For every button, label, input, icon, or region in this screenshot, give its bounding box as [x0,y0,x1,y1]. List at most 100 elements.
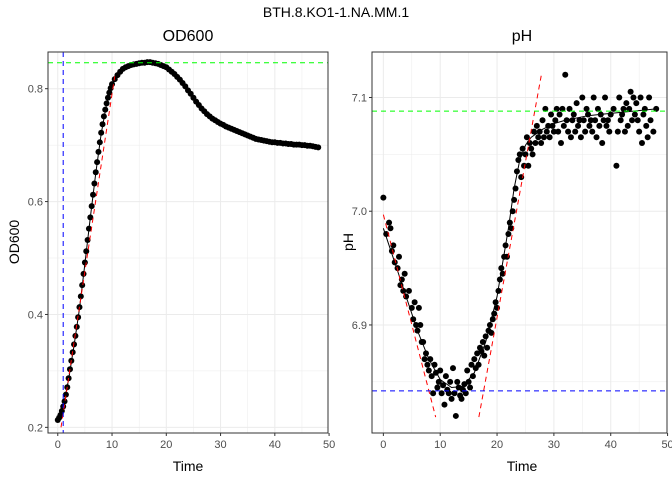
ph-data-point [435,378,442,385]
ph-data-point [428,373,435,380]
od600-x-tick-label: 10 [106,439,118,451]
ph-data-point [448,395,455,402]
ph-data-point [592,117,599,124]
od600-x-tick-label: 30 [214,439,226,451]
ph-data-point [411,299,418,306]
ph-data-point [559,105,566,112]
ph-data-point [449,365,456,372]
ph-data-point [452,412,459,419]
ph-data-point [451,390,458,397]
ph-data-point [421,356,428,363]
ph-data-point [380,194,387,201]
ph-data-point [481,352,488,359]
ph-data-point [590,94,597,101]
ph-data-point [430,390,437,397]
ph-data-point [596,122,603,129]
ph-data-point [556,111,563,118]
ph-x-tick-label: 40 [605,439,617,451]
ph-data-point [621,128,628,135]
ph-data-point [471,356,478,363]
ph-data-point [566,105,573,112]
ph-data-point [437,367,444,374]
ph-data-point [552,117,559,124]
ph-data-point [567,134,574,141]
ph-data-point [445,390,452,397]
ph-data-point [464,367,471,374]
ph-data-point [488,329,495,336]
od600-plot-border [47,51,329,434]
ph-data-point [528,145,535,152]
ph-data-point [535,134,542,141]
od600-data-point [315,144,322,151]
ph-data-point [546,134,553,141]
ph-data-point [589,128,596,135]
ph-data-point [583,105,590,112]
ph-data-point [442,373,449,380]
ph-data-point [584,111,591,118]
ph-data-point [548,111,555,118]
ph-data-point [653,105,660,112]
ph-data-point [624,122,631,129]
ph-data-point [643,122,650,129]
ph-data-point [434,384,441,391]
ph-data-point [630,94,637,101]
od600-x-axis-label: Time [173,458,204,474]
ph-data-point [646,94,653,101]
od600-fit-curve [57,61,319,421]
ph-data-point [616,94,623,101]
ph-data-point [447,378,454,385]
ph-x-axis-label: Time [507,458,538,474]
ph-data-point [540,134,547,141]
od600-plot-background [48,52,328,433]
ph-tangent-line-1 [382,214,437,418]
ph-data-point [529,151,536,158]
od600-x-tick-label: 50 [323,439,335,451]
ph-data-point [557,139,564,146]
ph-data-point [405,287,412,294]
od600-y-tick-label: 0.2 [28,422,43,434]
od600-y-axis-label: OD600 [6,220,22,265]
ph-data-point [634,117,641,124]
ph-data-point [424,361,431,368]
ph-data-point [530,128,537,135]
ph-data-point [629,117,636,124]
ph-data-point [576,117,583,124]
od600-y-tick-label: 0.4 [28,309,43,321]
ph-data-point [549,122,556,129]
ph-data-point [395,253,402,260]
ph-data-point [506,219,513,226]
ph-data-point [636,128,643,135]
ph-x-tick-label: 0 [380,439,386,451]
ph-x-tick-label: 10 [434,439,446,451]
ph-data-point [582,128,589,135]
ph-data-point [519,145,526,152]
ph-data-point [425,367,432,374]
ph-data-point [626,105,633,112]
ph-data-point [640,111,647,118]
ph-data-point [386,219,393,226]
ph-data-point [441,401,448,408]
ph-panel-title: pH [512,28,532,45]
od600-data-marks [48,52,328,433]
ph-data-point [484,344,491,351]
ph-data-point [560,122,567,129]
ph-data-point [604,117,611,124]
ph-data-point [465,378,472,385]
ph-data-point [600,117,607,124]
ph-data-point [573,100,580,107]
ph-data-point [587,117,594,124]
ph-data-point [586,122,593,129]
ph-data-marks [372,71,667,419]
ph-data-point [603,122,610,129]
ph-tangent-line-2 [478,74,542,418]
ph-data-point [610,105,617,112]
ph-x-tick-label: 20 [491,439,503,451]
ph-data-point [462,390,469,397]
ph-data-point [570,111,577,118]
ph-data-point [521,162,528,169]
od600-panel-title: OD600 [163,28,214,45]
ph-y-axis-label: pH [340,233,356,251]
ph-data-point [572,128,579,135]
ph-data-point [458,395,465,402]
ph-data-point [438,390,445,397]
